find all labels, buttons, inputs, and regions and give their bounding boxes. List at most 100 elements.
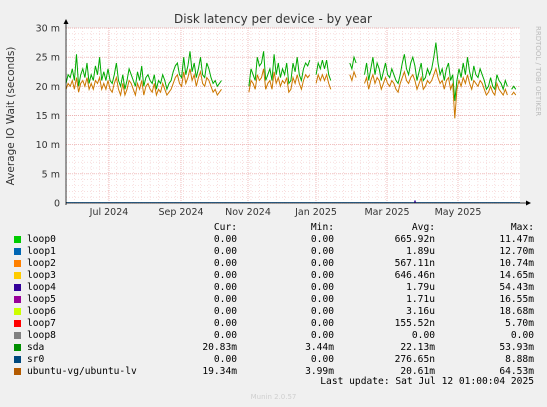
legend-max: 10.74m (499, 258, 534, 269)
y-tick-label: 10 m (36, 140, 60, 151)
legend-row: loop2 0.00 0.00 567.11n 10.74m (0, 258, 547, 270)
legend-min: 0.00 (310, 246, 334, 257)
legend-row: loop1 0.00 0.00 1.89u 12.70m (0, 246, 547, 258)
legend-cur: 0.00 (213, 318, 237, 329)
y-tick-label: 15 m (36, 111, 60, 122)
x-tick-label: Mar 2025 (364, 207, 409, 218)
series-ubuntu-vg-ubuntu-lv (65, 75, 109, 93)
axes (63, 19, 531, 206)
legend-row: loop0 0.00 0.00 665.92n 11.47m (0, 234, 547, 246)
legend-avg: 1.79u (406, 282, 435, 293)
legend-swatch (14, 248, 21, 255)
series-ubuntu-vg-ubuntu-lv (107, 68, 222, 98)
legend-min: 3.44m (305, 342, 334, 353)
y-tick-label: 30 m (36, 24, 60, 35)
series-sda (349, 55, 357, 71)
legend-name: loop4 (27, 282, 56, 293)
legend-swatch (14, 368, 21, 375)
legend-min: 0.00 (310, 258, 334, 269)
legend-header: Cur: Min: Avg: Max: (0, 222, 547, 234)
legend-min: 3.99m (305, 366, 334, 377)
legend-swatch (14, 344, 21, 351)
legend-avg: 1.89u (406, 246, 435, 257)
legend-swatch (14, 236, 21, 243)
legend-swatch (14, 308, 21, 315)
legend-cur: 19.34m (202, 366, 237, 377)
legend-cur: 0.00 (213, 330, 237, 341)
legend-avg: 155.52n (394, 318, 435, 329)
legend-row: loop7 0.00 0.00 155.52n 5.70m (0, 318, 547, 330)
legend-min: 0.00 (310, 234, 334, 245)
legend-min: 0.00 (310, 330, 334, 341)
legend-avg: 665.92n (394, 234, 435, 245)
legend-min: 0.00 (310, 354, 334, 365)
y-tick-label: 5 m (42, 169, 60, 180)
header-min: Min: (310, 222, 334, 233)
legend-row: loop4 0.00 0.00 1.79u 54.43m (0, 282, 547, 294)
legend-min: 0.00 (310, 282, 334, 293)
legend-name: loop5 (27, 294, 56, 305)
legend-name: loop8 (27, 330, 56, 341)
header-max: Max: (510, 222, 534, 233)
legend-row: loop8 0.00 0.00 0.00 0.00 (0, 330, 547, 342)
series-ubuntu-vg-ubuntu-lv (315, 72, 332, 90)
series-sda (248, 51, 311, 87)
legend-swatch (14, 356, 21, 363)
series-ubuntu-vg-ubuntu-lv (364, 67, 508, 119)
legend-swatch (14, 332, 21, 339)
legend-min: 0.00 (310, 294, 334, 305)
legend-name: sr0 (27, 354, 45, 365)
legend-name: loop0 (27, 234, 56, 245)
x-tick-label: Jul 2024 (89, 207, 129, 218)
legend-row: loop6 0.00 0.00 3.16u 18.68m (0, 306, 547, 318)
x-tick-label: May 2025 (435, 207, 482, 218)
chart-svg: Disk latency per device - by year Averag… (5, 12, 542, 218)
series-sda (511, 85, 517, 90)
legend-cur: 0.00 (213, 294, 237, 305)
legend-max: 16.55m (499, 294, 534, 305)
legend-name: loop7 (27, 318, 56, 329)
legend-swatch (14, 284, 21, 291)
legend-avg: 22.13m (400, 342, 435, 353)
header-cur: Cur: (213, 222, 237, 233)
legend-avg: 0.00 (411, 330, 435, 341)
y-tick-label: 20 m (36, 82, 60, 93)
legend-max: 12.70m (499, 246, 534, 257)
legend-max: 5.70m (505, 318, 534, 329)
legend-max: 54.43m (499, 282, 534, 293)
legend-max: 14.65m (499, 270, 534, 281)
legend-name: sda (27, 342, 45, 353)
series-sda (65, 54, 109, 87)
legend-avg: 276.65n (394, 354, 435, 365)
legend-swatch (14, 260, 21, 267)
legend-max: 8.88m (505, 354, 534, 365)
legend-min: 0.00 (310, 318, 334, 329)
legend-row: loop3 0.00 0.00 646.46n 14.65m (0, 270, 547, 282)
y-axis-label: Average IO Wait (seconds) (5, 47, 17, 186)
legend-max: 18.68m (499, 306, 534, 317)
x-ticks: Jul 2024 Sep 2024 Nov 2024 Jan 2025 Mar 2025… (89, 207, 482, 218)
legend-row: sda 20.83m 3.44m 22.13m 53.93m (0, 342, 547, 354)
legend-avg: 646.46n (394, 270, 435, 281)
x-tick-label: Jan 2025 (294, 207, 337, 218)
legend-cur: 0.00 (213, 306, 237, 317)
series-sda (364, 42, 508, 101)
legend-name: loop6 (27, 306, 56, 317)
legend-avg: 3.16u (406, 306, 435, 317)
legend-swatch (14, 296, 21, 303)
legend-cur: 0.00 (213, 258, 237, 269)
series-sda (315, 59, 332, 81)
series-sda (107, 51, 222, 92)
legend-cur: 0.00 (213, 354, 237, 365)
legend-name: loop1 (27, 246, 56, 257)
legend-avg: 20.61m (400, 366, 435, 377)
legend-swatch (14, 272, 21, 279)
legend-cur: 0.00 (213, 282, 237, 293)
legend-row: loop5 0.00 0.00 1.71u 16.55m (0, 294, 547, 306)
x-tick-label: Sep 2024 (158, 207, 203, 218)
legend-avg: 1.71u (406, 294, 435, 305)
series-lines (65, 42, 520, 203)
last-update: Last update: Sat Jul 12 01:00:04 2025 (320, 376, 534, 387)
legend-name: ubuntu-vg/ubuntu-lv (27, 366, 137, 377)
